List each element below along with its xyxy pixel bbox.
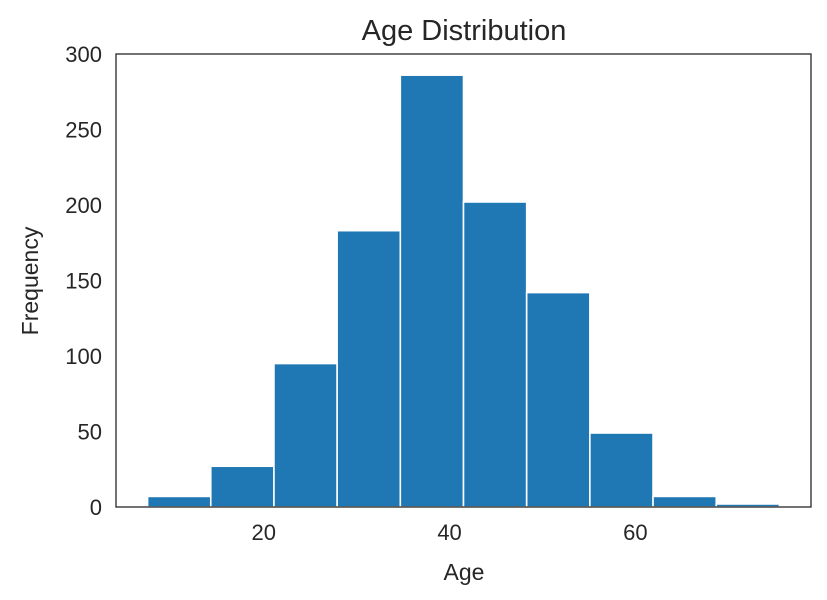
x-axis-label: Age [444,559,485,585]
histogram-bar [462,201,528,508]
y-tick-label: 100 [65,344,102,369]
x-axis-ticks: 20 40 60 [251,520,647,545]
x-tick-label: 20 [251,520,275,545]
histogram-bar [589,432,654,508]
y-tick-label: 200 [65,193,102,218]
y-tick-label: 300 [65,42,102,67]
histogram-bar [273,362,338,508]
plot-frame [115,53,812,508]
histogram-bar [525,291,591,508]
y-tick-label: 0 [90,495,102,520]
histogram-bar [652,495,718,508]
x-tick-label: 60 [623,520,647,545]
bars-group [146,74,781,508]
y-tick-label: 50 [78,420,102,445]
y-axis-label: Frequency [17,226,43,335]
y-tick-label: 250 [65,118,102,143]
histogram-bar [336,229,402,508]
histogram-bar [146,495,212,508]
chart-title: Age Distribution [362,15,567,47]
x-tick-label: 40 [437,520,461,545]
histogram-bar [399,74,465,508]
y-tick-label: 150 [65,269,102,294]
y-axis-ticks: 0 50 100 150 200 250 300 [65,42,102,520]
histogram-bar [209,465,275,508]
